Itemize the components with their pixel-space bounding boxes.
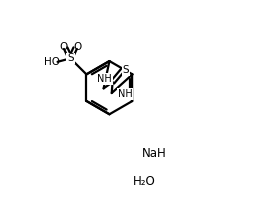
Text: HO: HO: [44, 57, 61, 67]
Text: NH: NH: [97, 74, 112, 84]
Text: S: S: [67, 53, 74, 63]
Text: O: O: [74, 42, 82, 52]
Text: O: O: [59, 42, 68, 52]
Text: NaH: NaH: [142, 147, 167, 160]
Text: NH: NH: [118, 89, 133, 99]
Text: H₂O: H₂O: [133, 175, 156, 188]
Text: S: S: [123, 65, 129, 75]
